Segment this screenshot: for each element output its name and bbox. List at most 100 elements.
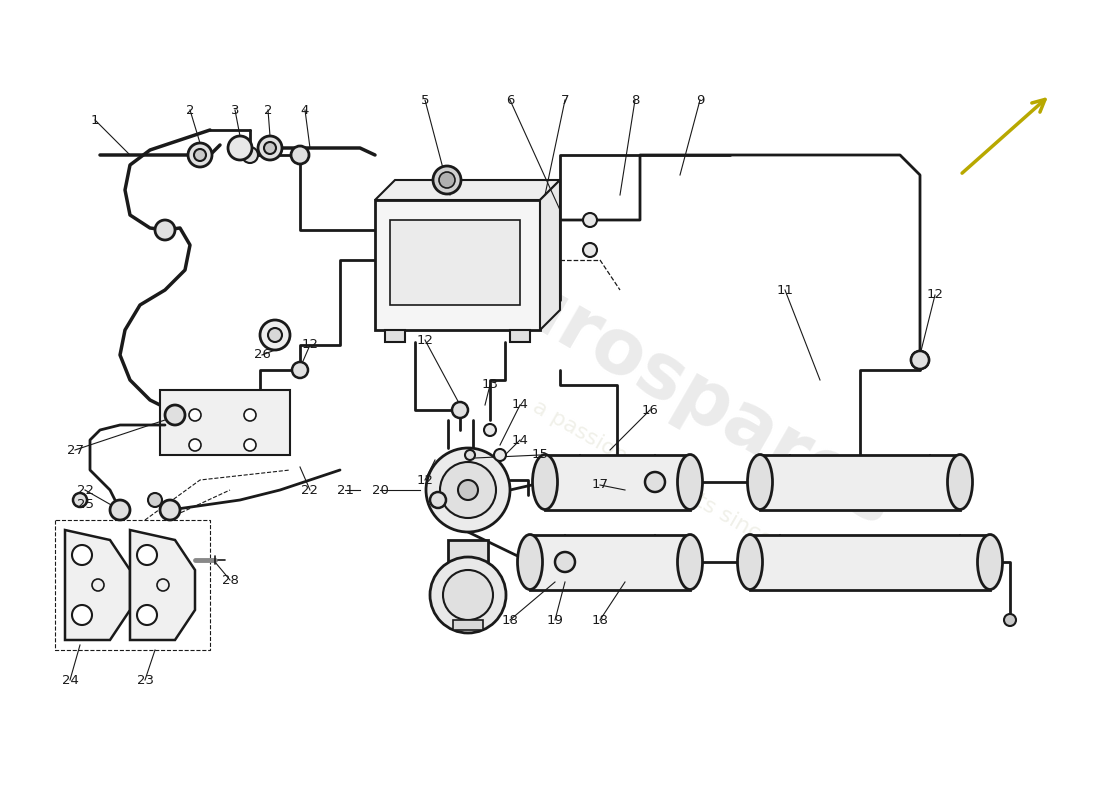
Text: 20: 20: [372, 483, 388, 497]
Ellipse shape: [440, 450, 495, 480]
Circle shape: [258, 136, 282, 160]
Circle shape: [465, 450, 475, 460]
Text: 24: 24: [62, 674, 78, 686]
Circle shape: [160, 500, 180, 520]
Ellipse shape: [737, 534, 762, 590]
Circle shape: [292, 362, 308, 378]
Circle shape: [911, 351, 930, 369]
Circle shape: [165, 405, 185, 425]
Polygon shape: [65, 530, 130, 640]
Circle shape: [228, 136, 252, 160]
Text: 11: 11: [777, 283, 793, 297]
Circle shape: [443, 570, 493, 620]
Bar: [375, 200, 540, 330]
Circle shape: [244, 409, 256, 421]
Text: 23: 23: [136, 674, 154, 686]
Circle shape: [452, 402, 468, 418]
Circle shape: [138, 545, 157, 565]
Text: 26: 26: [254, 349, 271, 362]
Text: 18: 18: [592, 614, 608, 626]
Circle shape: [911, 351, 930, 369]
Circle shape: [138, 605, 157, 625]
Circle shape: [260, 320, 290, 350]
Circle shape: [188, 143, 212, 167]
Circle shape: [494, 449, 506, 461]
Text: 18: 18: [502, 614, 518, 626]
Circle shape: [292, 146, 309, 164]
Text: 6: 6: [506, 94, 514, 106]
Bar: [453, 620, 483, 630]
Bar: [544, 455, 690, 510]
Circle shape: [439, 172, 455, 188]
Circle shape: [189, 409, 201, 421]
Text: 9: 9: [696, 94, 704, 106]
Ellipse shape: [517, 534, 542, 590]
Circle shape: [430, 557, 506, 633]
Text: 2: 2: [264, 103, 273, 117]
Text: 28: 28: [221, 574, 239, 586]
Circle shape: [268, 328, 282, 342]
Text: 14: 14: [512, 434, 528, 446]
Bar: [510, 330, 530, 342]
Circle shape: [72, 545, 92, 565]
Circle shape: [110, 500, 130, 520]
Circle shape: [426, 448, 510, 532]
Text: 22: 22: [301, 483, 319, 497]
Ellipse shape: [678, 454, 703, 510]
Circle shape: [244, 439, 256, 451]
Text: 1: 1: [90, 114, 99, 126]
Text: 16: 16: [641, 403, 659, 417]
Circle shape: [148, 493, 162, 507]
Text: 12: 12: [417, 474, 433, 486]
Bar: [160, 390, 290, 455]
Ellipse shape: [678, 534, 703, 590]
Text: 19: 19: [547, 614, 563, 626]
Circle shape: [583, 243, 597, 257]
Circle shape: [484, 424, 496, 436]
Text: 12: 12: [417, 334, 433, 346]
Circle shape: [440, 462, 496, 518]
Ellipse shape: [748, 454, 772, 510]
Text: 4: 4: [300, 103, 309, 117]
Polygon shape: [375, 180, 560, 200]
Bar: [390, 220, 520, 305]
Text: eurospares: eurospares: [452, 238, 908, 542]
Circle shape: [433, 166, 461, 194]
Bar: [448, 540, 488, 570]
Circle shape: [73, 493, 87, 507]
Text: 22: 22: [77, 483, 94, 497]
Text: 8: 8: [630, 94, 639, 106]
Bar: [530, 535, 690, 590]
Text: 27: 27: [66, 443, 84, 457]
Circle shape: [458, 480, 478, 500]
Circle shape: [556, 552, 575, 572]
Text: a passion for parts since 1985: a passion for parts since 1985: [529, 397, 830, 583]
Text: 12: 12: [301, 338, 319, 351]
Ellipse shape: [947, 454, 972, 510]
Polygon shape: [540, 180, 560, 330]
Circle shape: [264, 142, 276, 154]
Text: 14: 14: [512, 398, 528, 411]
Text: 12: 12: [926, 289, 944, 302]
Bar: [385, 330, 405, 342]
Text: 2: 2: [186, 103, 195, 117]
Circle shape: [242, 147, 258, 163]
Circle shape: [72, 605, 92, 625]
Ellipse shape: [532, 454, 558, 510]
Ellipse shape: [978, 534, 1002, 590]
Circle shape: [189, 439, 201, 451]
Text: 17: 17: [592, 478, 608, 491]
Bar: [760, 455, 960, 510]
Circle shape: [155, 220, 175, 240]
Text: 3: 3: [231, 103, 240, 117]
Circle shape: [645, 472, 665, 492]
Text: 15: 15: [531, 449, 549, 462]
Circle shape: [430, 492, 446, 508]
Text: 13: 13: [482, 378, 498, 391]
Text: 25: 25: [77, 498, 94, 511]
Text: 21: 21: [337, 483, 353, 497]
Text: 7: 7: [561, 94, 570, 106]
Circle shape: [583, 213, 597, 227]
Polygon shape: [130, 530, 195, 640]
Circle shape: [1004, 614, 1016, 626]
